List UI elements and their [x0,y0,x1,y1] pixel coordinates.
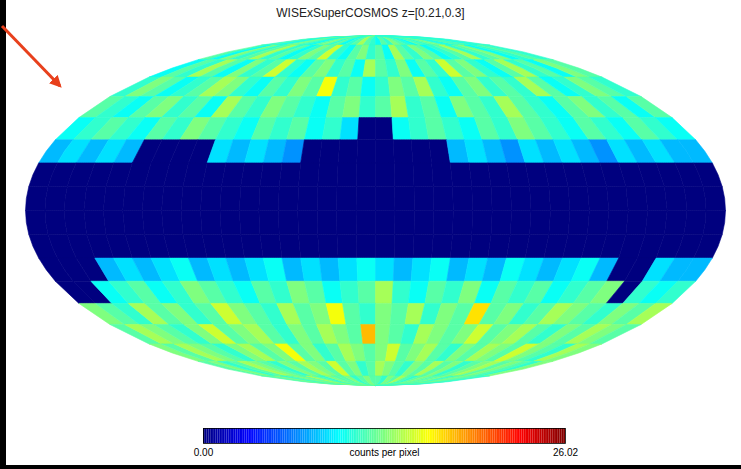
html-text:WISExSuperCOSMOS z=[0.21,0.3]: WISExSuperCOSMOS z=[0.21,0.3] [276,6,465,20]
svg-text:0.00: 0.00 [194,447,214,458]
svg-text:26.02: 26.02 [553,447,578,458]
svg-text:counts per pixel: counts per pixel [349,447,419,458]
